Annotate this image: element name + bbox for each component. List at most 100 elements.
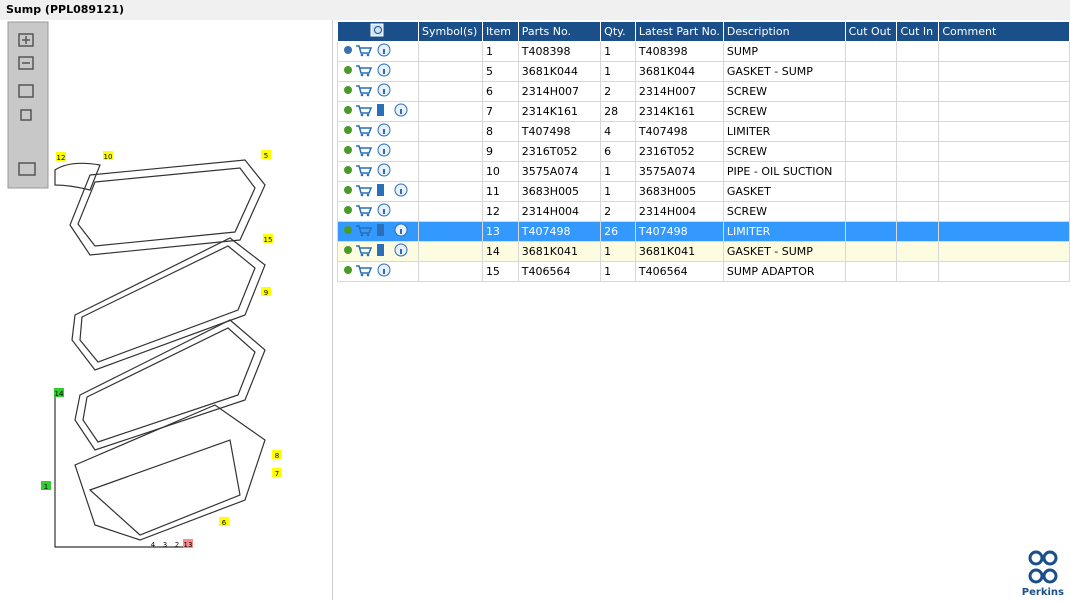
callout-label[interactable]: 1 [44,483,48,491]
cell: SCREW [722,201,846,222]
logo: Perkins [1022,550,1064,598]
callout-box [261,287,271,296]
callout-label[interactable]: 5 [264,152,268,160]
cell: 2314K161 [634,101,724,122]
callout-label[interactable]: 12 [57,154,66,162]
cell: 1 [600,241,636,262]
comment-cell [938,81,1070,102]
cell: 1 [600,261,636,282]
logo-text: Perkins [1021,587,1064,598]
callout-label[interactable]: 10 [104,153,113,161]
row-icons [337,121,419,142]
table-row[interactable]: 6 2314H007 2 2314H007 SCREW [337,81,1070,102]
row-icons [337,81,419,102]
callout-label[interactable]: 14 [55,390,64,398]
comment-cell [938,181,1070,202]
diagram-panel: 12 10 5 15 9 14 1 8 7 6 4 3 2 13 [0,20,333,600]
cell: 9 [481,141,519,162]
row-icons [337,161,419,182]
cell: 2316T052 [517,141,602,162]
callout-label[interactable]: 9 [264,289,268,297]
cell: 2314H004 [517,201,602,222]
table-row[interactable]: 12 2314H004 2 2314H004 SCREW [337,201,1070,222]
cut-out-cell [844,161,898,182]
column-header: Qty. [600,21,636,42]
callout-box [272,468,282,477]
window-title: Sump (PPL089121) [0,0,1070,20]
callout-label[interactable]: 4 [151,541,156,549]
cell: 1 [481,41,519,62]
callout-label[interactable]: 6 [222,519,227,527]
symbols-cell [418,41,483,62]
column-header: Description [722,21,846,42]
callout-label[interactable]: 7 [275,470,279,478]
symbols-cell [418,61,483,82]
comment-cell [938,221,1070,242]
callout-box [263,234,273,243]
cut-in-cell [896,141,940,162]
cut-in-cell [896,101,940,122]
cell: 2 [600,201,636,222]
callout-box [261,150,271,159]
cell: 3681K041 [634,241,724,262]
actual-size[interactable] [20,109,32,121]
cell: GASKET - SUMP [722,241,846,262]
table-row[interactable]: 7 2314K161 28 2314K161 SCREW [337,101,1070,122]
column-header: Parts No. [517,21,602,42]
cell: 2314H007 [517,81,602,102]
cell: LIMITER [722,221,846,242]
comment-cell [938,201,1070,222]
cell: 6 [481,81,519,102]
diagram: 12 10 5 15 9 14 1 8 7 6 4 3 2 13 [7,21,282,549]
cell: 1 [600,41,636,62]
table-row[interactable]: 8 T407498 4 T407498 LIMITER [337,121,1070,142]
table-row[interactable]: 11 3683H005 1 3683H005 GASKET [337,181,1070,202]
cut-out-cell [844,261,898,282]
column-header: Cut Out [844,21,898,42]
cell: T407498 [517,121,602,142]
logo-mark [1028,550,1058,584]
cell: 7 [481,101,519,122]
callout-box [272,450,282,459]
column-header: Cut In [896,21,940,42]
callout-label[interactable]: 8 [275,452,279,460]
cell: 1 [600,161,636,182]
table-row[interactable]: 14 3681K041 1 3681K041 GASKET - SUMP [337,241,1070,262]
callout-box [54,388,64,397]
table-row[interactable]: 15 T406564 1 T406564 SUMP ADAPTOR [337,261,1070,282]
cell: SCREW [722,81,846,102]
row-icons [337,201,419,222]
cell: T407498 [634,121,724,142]
cell: 3575A074 [517,161,602,182]
row-icons [337,141,419,162]
callout-label[interactable]: 15 [264,236,273,244]
table-row[interactable]: 1 T408398 1 T408398 SUMP [337,41,1070,62]
cut-in-cell [896,41,940,62]
zoom-in[interactable] [18,33,34,47]
parts-table: Symbol(s) Item Parts No. Qty. Latest Part No… [337,21,1070,282]
cut-out-cell [844,141,898,162]
comment-cell [938,121,1070,142]
cut-in-cell [896,161,940,182]
callout-label[interactable]: 13 [184,541,193,549]
callout-label[interactable]: 3 [163,541,167,549]
export[interactable] [18,162,36,176]
comment-cell [938,41,1070,62]
cell: 2316T052 [634,141,724,162]
row-icons [337,101,419,122]
row-icons [337,261,419,282]
table-row[interactable]: 9 2316T052 6 2316T052 SCREW [337,141,1070,162]
row-icons [337,221,419,242]
fit[interactable] [18,84,34,98]
callout-box [56,152,66,161]
symbols-cell [418,241,483,262]
cut-in-cell [896,61,940,82]
symbols-cell [418,101,483,122]
zoom-out[interactable] [18,56,34,70]
cell: 2314H007 [634,81,724,102]
table-row[interactable]: 5 3681K044 1 3681K044 GASKET - SUMP [337,61,1070,82]
cut-out-cell [844,241,898,262]
callout-label[interactable]: 2 [175,541,179,549]
table-row[interactable]: 10 3575A074 1 3575A074 PIPE - OIL SUCTION [337,161,1070,182]
table-row[interactable]: 13 T407498 26 T407498 LIMITER [337,221,1070,242]
